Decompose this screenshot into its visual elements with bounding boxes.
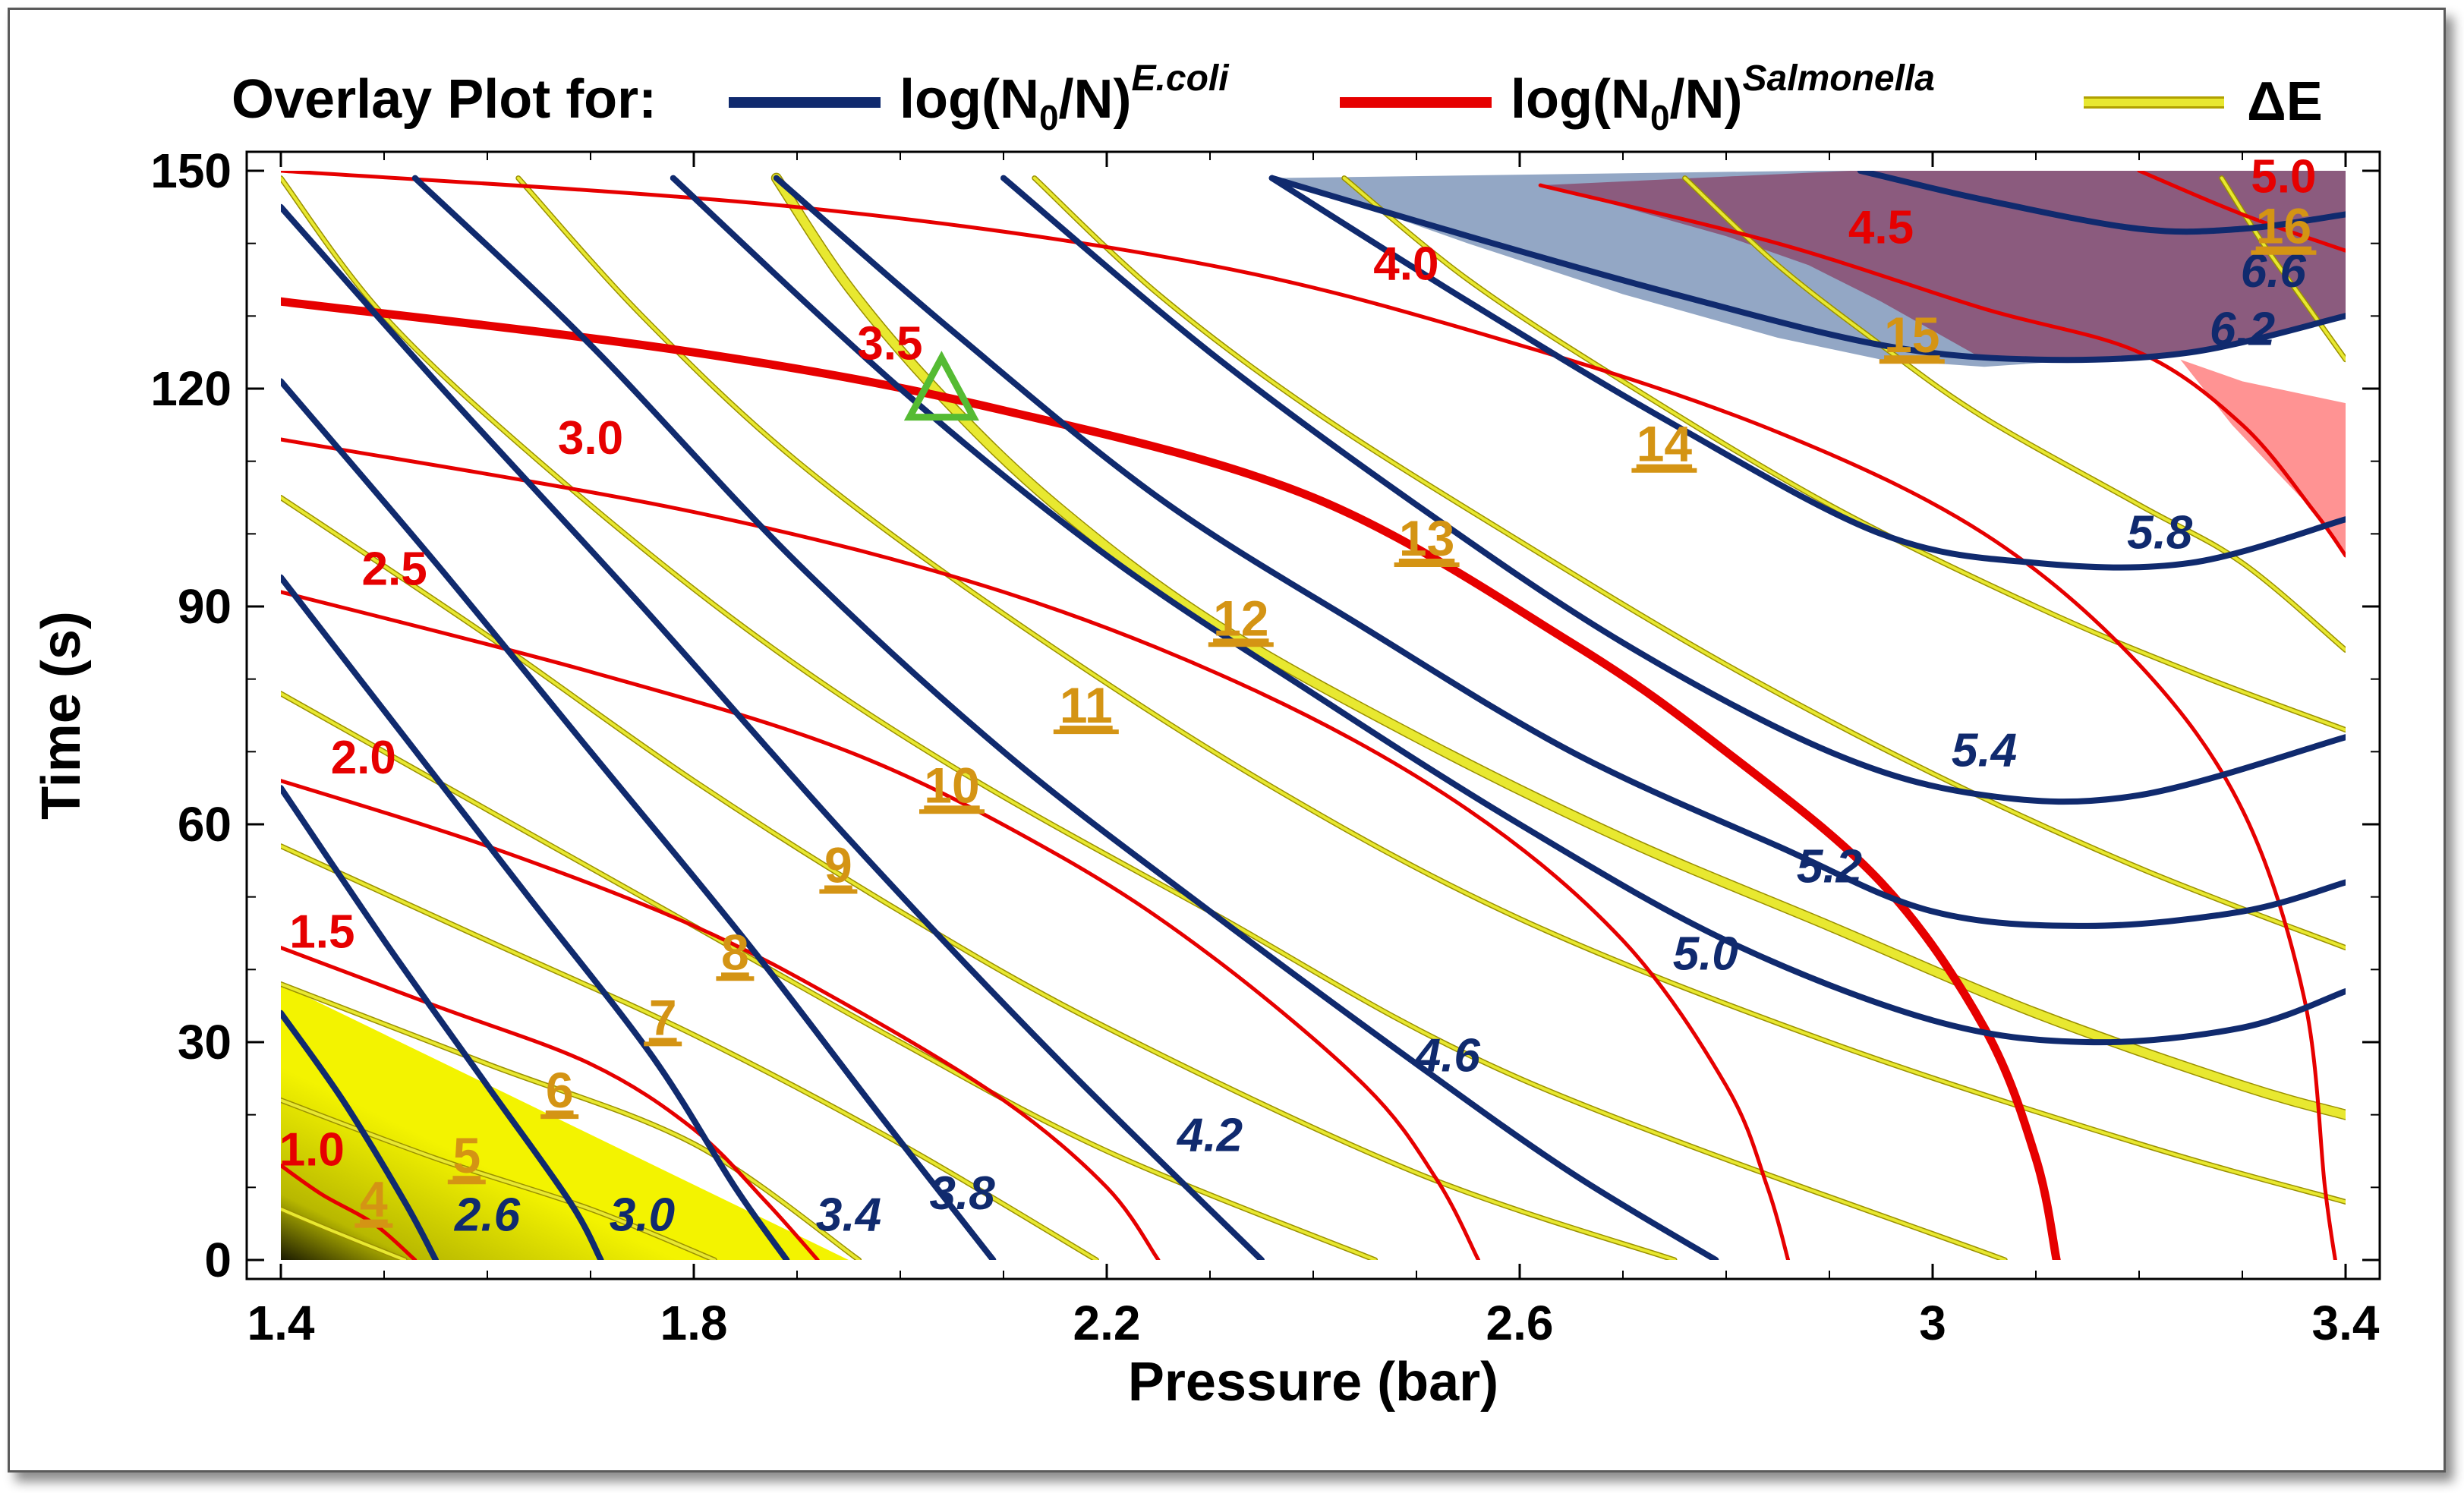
contour-curves — [281, 171, 2346, 1260]
deltae-contour-11 — [516, 176, 2346, 1204]
y-tick-label: 90 — [178, 579, 232, 634]
deltae-contour-7 — [281, 844, 1098, 1260]
salmonella-contour-2.5 — [281, 590, 1481, 1260]
salmonella-label-4.5: 4.5 — [1848, 202, 1914, 254]
y-tick-label: 150 — [150, 143, 232, 198]
y-tick-label: 30 — [178, 1015, 232, 1069]
salmonella-contour-3.0 — [281, 437, 1791, 1260]
salmonella-contour-5.0 — [2137, 171, 2346, 253]
salmonella-contour-2.0 — [281, 779, 1161, 1260]
deltae-contour-16 — [2220, 176, 2346, 361]
x-tick-label: 2.2 — [1073, 1296, 1141, 1350]
ecoli-contour-4.2 — [281, 203, 1265, 1260]
x-tick-label: 2.6 — [1486, 1296, 1554, 1350]
ecoli-contour-6.2 — [1268, 175, 2346, 364]
deltae-label-6: 6 — [546, 1062, 574, 1118]
deltae-label-16: 16 — [2256, 198, 2311, 254]
ecoli-label-2.6: 2.6 — [454, 1189, 521, 1242]
ecoli-label-5.4: 5.4 — [1952, 725, 2017, 777]
deltae-contour-12 — [772, 174, 2346, 1120]
y-axis-title: Time (s) — [31, 611, 92, 820]
salmonella-contour-3.5 — [281, 297, 2061, 1260]
salmonella-label-3.5: 3.5 — [857, 318, 922, 370]
deltae-contour-15 — [1683, 176, 2346, 652]
ecoli-label-3.4: 3.4 — [816, 1189, 881, 1242]
axes: 1.4 1.8 2.2 2.6 3 3.4 0 30 60 90 120 150 Pressure (b… — [31, 143, 2381, 1413]
deltae-label-9: 9 — [824, 837, 852, 893]
salmonella-contour-4.5 — [1538, 183, 2346, 558]
y-tick-label: 0 — [204, 1233, 232, 1287]
deltae-contour-9 — [281, 496, 1676, 1260]
salmonella-label-2.5: 2.5 — [361, 543, 427, 595]
salmonella-contour-1.0 — [281, 1164, 417, 1260]
deltae-contour-6 — [281, 982, 861, 1260]
deltae-label-7: 7 — [649, 989, 677, 1045]
ecoli-label-3.8: 3.8 — [929, 1167, 995, 1220]
ecoli-label-4.6: 4.6 — [1413, 1029, 1481, 1082]
ecoli-label-4.2: 4.2 — [1176, 1110, 1243, 1162]
ecoli-contour-2.6 — [281, 1010, 439, 1260]
x-tick-label: 1.4 — [247, 1296, 315, 1350]
salmonella-contour-4.0 — [281, 171, 2337, 1260]
salmonella-contour-1.5 — [281, 946, 820, 1260]
legend-deltae-label: ΔE — [2247, 71, 2323, 132]
deltae-label-10: 10 — [924, 757, 979, 813]
deltae-label-5: 5 — [452, 1127, 481, 1183]
x-tick-label: 3 — [1919, 1296, 1946, 1350]
legend-ecoli-label: log(N0/N)E.coli — [900, 58, 1230, 137]
deltae-contour-13 — [1032, 176, 2346, 950]
salmonella-label-1.0: 1.0 — [279, 1124, 345, 1176]
ecoli-label-5.8: 5.8 — [2127, 507, 2193, 559]
legend-salmonella-label: log(N0/N)Salmonella — [1511, 58, 1935, 137]
deltae-contour-14 — [1342, 176, 2346, 732]
deltae-label-8: 8 — [721, 924, 749, 980]
maroon-overlap-region — [1540, 171, 2346, 360]
ecoli-label-5.2: 5.2 — [1797, 841, 1862, 893]
optimum-triangle-marker — [903, 351, 979, 421]
ecoli-contour-3.8 — [281, 378, 997, 1260]
salmonella-label-5.0: 5.0 — [2251, 151, 2316, 203]
deltae-contour-outline-10 — [281, 175, 2008, 1260]
x-axis-title: Pressure (bar) — [1128, 1352, 1498, 1413]
deltae-label-13: 13 — [1399, 510, 1454, 566]
ecoli-contour-6.6 — [1857, 171, 2346, 235]
ecoli-contour-4.6 — [411, 175, 1719, 1260]
x-tick-label: 1.8 — [660, 1296, 728, 1350]
deltae-label-15: 15 — [1884, 307, 1939, 363]
ecoli-label-5.0: 5.0 — [1673, 928, 1738, 980]
chart-title: Overlay Plot for: — [232, 69, 657, 130]
ecoli-label-3.0: 3.0 — [610, 1189, 675, 1242]
salmonella-label-2.0: 2.0 — [331, 732, 396, 784]
salmonella-label-3.0: 3.0 — [558, 412, 623, 465]
yellow-feasible-region — [281, 984, 849, 1260]
deltae-label-14: 14 — [1637, 416, 1693, 472]
y-tick-label: 60 — [178, 797, 232, 852]
deltae-contour-5 — [281, 1098, 717, 1260]
ecoli-contour-5.8 — [1268, 175, 2346, 571]
deltae-label-12: 12 — [1213, 590, 1268, 646]
ecoli-contour-5.2 — [773, 175, 2346, 929]
ecoli-contour-5.4 — [1000, 175, 2346, 805]
ecoli-label-6.2: 6.2 — [2210, 304, 2275, 356]
deltae-label-11: 11 — [1060, 677, 1113, 733]
salmonella-label-4.0: 4.0 — [1373, 238, 1438, 291]
deltae-contour-8 — [281, 691, 1377, 1260]
x-tick-label: 3.4 — [2312, 1296, 2380, 1350]
ecoli-contour-5.0 — [670, 175, 2346, 1046]
ecoli-contour-3.0 — [281, 785, 604, 1260]
optimum-marker — [903, 351, 979, 421]
deltae-contour-4 — [281, 1208, 407, 1260]
contour-labels: 2.6 3.0 3.4 3.84.24.65.05.25.45.86.26.61.01… — [279, 151, 2317, 1242]
deltae-label-4: 4 — [360, 1171, 388, 1227]
ecoli-contour-3.4 — [281, 574, 790, 1260]
salmonella-label-1.5: 1.5 — [289, 906, 354, 959]
deltae-contour-10 — [281, 176, 2007, 1260]
y-tick-label: 120 — [150, 361, 232, 416]
legend: Overlay Plot for: log(N0/N)E.coli log(N0… — [232, 58, 2323, 137]
